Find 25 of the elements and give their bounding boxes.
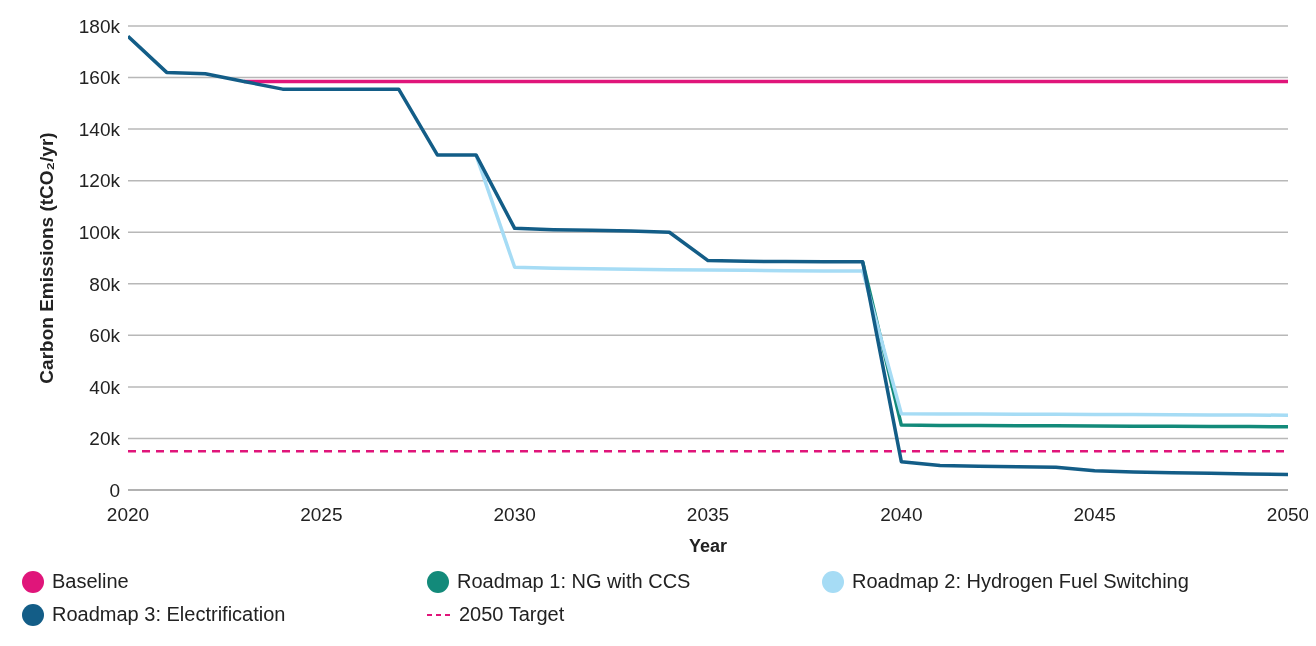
y-tick-label: 20k <box>89 428 121 450</box>
x-tick-label: 2040 <box>880 504 923 526</box>
legend-label: Roadmap 3: Electrification <box>52 603 286 626</box>
y-tick-label: 80k <box>89 273 121 295</box>
legend-label: 2050 Target <box>459 603 565 626</box>
y-tick-label: 40k <box>89 376 121 398</box>
x-axis-title: Year <box>688 536 728 556</box>
y-axis-title: Carbon Emissions (tCO₂/yr) <box>35 132 57 384</box>
x-tick-label: 2030 <box>493 504 536 526</box>
x-tick-label: 2045 <box>1073 504 1116 526</box>
y-tick-label: 160k <box>78 67 121 89</box>
y-tick-label: 60k <box>89 325 121 347</box>
x-tick-label: 2050 <box>1266 504 1310 526</box>
y-tick-label: 100k <box>78 221 121 243</box>
y-tick-label: 180k <box>78 15 121 37</box>
y-tick-label: 0 <box>109 479 120 501</box>
legend-label: Roadmap 2: Hydrogen Fuel Switching <box>852 570 1189 593</box>
y-tick-label: 140k <box>78 118 121 140</box>
x-tick-label: 2025 <box>300 504 343 526</box>
legend-label: Baseline <box>52 570 129 593</box>
y-tick-label: 120k <box>78 170 121 192</box>
line-series <box>128 34 1288 477</box>
x-tick-label: 2035 <box>686 504 730 526</box>
x-tick-label: 2020 <box>106 504 150 526</box>
legend-label: Roadmap 1: NG with CCS <box>457 570 691 593</box>
